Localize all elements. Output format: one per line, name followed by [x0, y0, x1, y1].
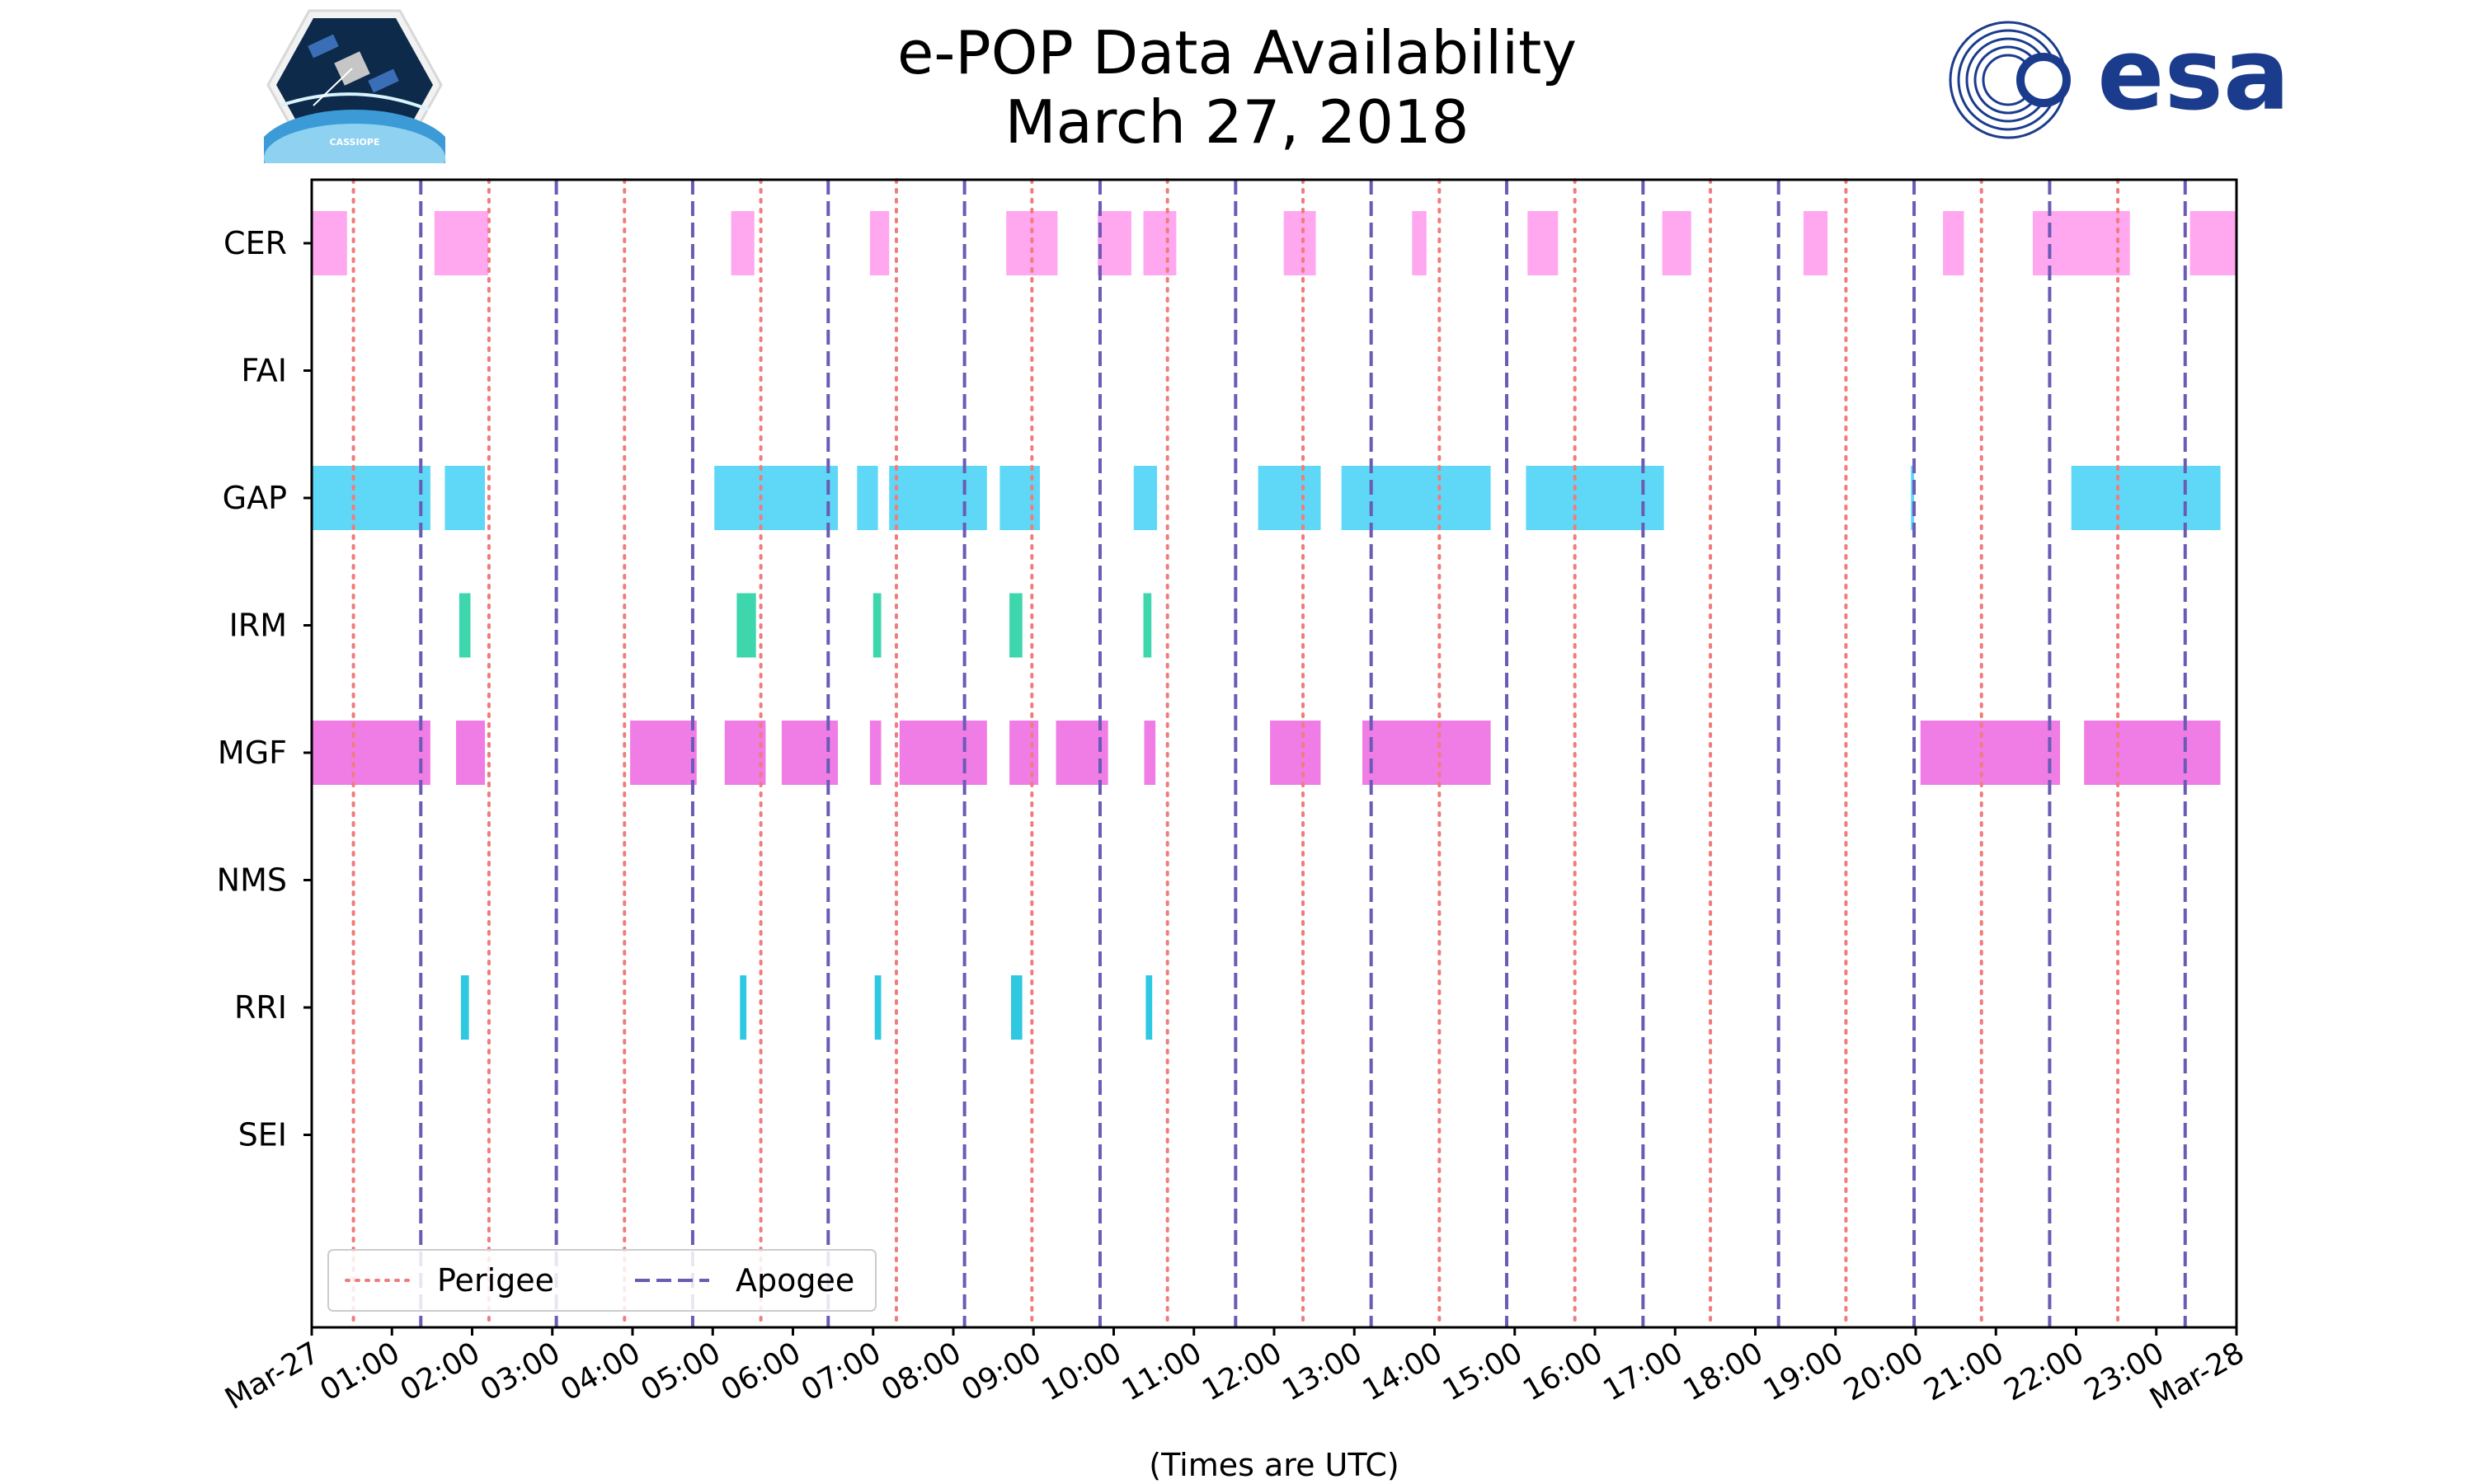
- bar-mgf-4: [781, 721, 838, 785]
- bar-cer-2: [731, 211, 755, 275]
- bar-mgf-10: [1270, 721, 1321, 785]
- x-tick-label-17: 17:00: [1597, 1336, 1688, 1407]
- chart-title-block: e-POP Data Availability March 27, 2018: [0, 18, 2474, 157]
- x-tick-label-8: 08:00: [876, 1336, 967, 1407]
- x-tick-label-1: 01:00: [314, 1336, 405, 1407]
- cassiope-satellite-logo-icon: CASSIOPE: [264, 9, 445, 163]
- bar-gap-4: [889, 466, 987, 530]
- bar-gap-11: [2071, 466, 2221, 530]
- x-tick-label-18: 18:00: [1678, 1336, 1769, 1407]
- legend-apogee-label: Apogee: [736, 1262, 854, 1298]
- x-tick-label-2: 02:00: [395, 1336, 486, 1407]
- y-tick-label-nms: NMS: [217, 862, 287, 899]
- x-tick-label-3: 03:00: [475, 1336, 566, 1407]
- y-tick-label-fai: FAI: [241, 353, 287, 389]
- bar-gap-5: [999, 466, 1040, 530]
- legend: Perigee Apogee: [327, 1249, 877, 1312]
- bar-mgf-9: [1144, 721, 1156, 785]
- legend-perigee-label: Perigee: [437, 1262, 554, 1298]
- bar-mgf-11: [1362, 721, 1491, 785]
- bar-cer-5: [1098, 211, 1131, 275]
- x-tick-label-5: 05:00: [635, 1336, 726, 1407]
- bar-gap-6: [1133, 466, 1157, 530]
- bar-irm-2: [872, 593, 882, 658]
- x-tick-label-0: Mar-27: [219, 1336, 325, 1416]
- bar-irm-1: [736, 593, 756, 658]
- x-tick-label-22: 22:00: [1999, 1336, 2090, 1407]
- bar-mgf-5: [869, 721, 882, 785]
- bar-gap-7: [1258, 466, 1321, 530]
- bar-rri-1: [740, 975, 747, 1040]
- bar-cer-1: [434, 211, 488, 275]
- esa-logo-icon: esa: [1949, 18, 2290, 139]
- chart-title: e-POP Data Availability: [897, 18, 1577, 87]
- bar-cer-10: [1662, 211, 1691, 275]
- y-tick-label-mgf: MGF: [218, 735, 287, 771]
- bar-cer-11: [1803, 211, 1828, 275]
- bar-gap-9: [1526, 466, 1664, 530]
- x-tick-label-10: 10:00: [1037, 1336, 1127, 1407]
- bar-cer-13: [2033, 211, 2130, 275]
- bar-mgf-1: [456, 721, 485, 785]
- x-tick-label-11: 11:00: [1117, 1336, 1207, 1407]
- bar-cer-7: [1283, 211, 1316, 275]
- x-axis-label: (Times are UTC): [1149, 1447, 1399, 1483]
- bar-mgf-12: [1920, 721, 2060, 785]
- x-tick-label-13: 13:00: [1277, 1336, 1367, 1407]
- bar-mgf-3: [724, 721, 766, 785]
- x-tick-label-14: 14:00: [1357, 1336, 1448, 1407]
- bar-gap-1: [444, 466, 485, 530]
- bar-irm-4: [1143, 593, 1152, 658]
- bar-mgf-7: [1009, 721, 1039, 785]
- bar-cer-3: [869, 211, 890, 275]
- cassiope-caption: CASSIOPE: [330, 137, 380, 148]
- bar-cer-6: [1143, 211, 1177, 275]
- bar-rri-0: [460, 975, 469, 1040]
- x-tick-label-9: 09:00: [956, 1336, 1047, 1407]
- esa-wordmark: esa: [2097, 18, 2290, 133]
- x-tick-label-20: 20:00: [1838, 1336, 1929, 1407]
- bar-gap-3: [857, 466, 878, 530]
- chart-subtitle: March 27, 2018: [1004, 87, 1470, 157]
- bars-layer: [312, 211, 2236, 1040]
- y-tick-label-gap: GAP: [223, 480, 287, 516]
- x-axis: Mar-2701:0002:0003:0004:0005:0006:0007:0…: [219, 1327, 2251, 1416]
- y-axis: CER FAI GAP IRM MGF NMS RRI SEI: [217, 225, 312, 1153]
- x-tick-label-12: 12:00: [1197, 1336, 1287, 1407]
- bar-mgf-6: [899, 721, 987, 785]
- bar-cer-12: [1943, 211, 1964, 275]
- y-tick-label-sei: SEI: [238, 1117, 287, 1153]
- bar-cer-8: [1412, 211, 1427, 275]
- y-tick-label-cer: CER: [223, 225, 287, 261]
- bar-mgf-8: [1056, 721, 1108, 785]
- x-tick-label-6: 06:00: [716, 1336, 807, 1407]
- bar-irm-3: [1009, 593, 1023, 658]
- bar-mgf-2: [630, 721, 697, 785]
- bar-irm-0: [459, 593, 471, 658]
- bar-gap-2: [714, 466, 838, 530]
- bar-gap-10: [1911, 466, 1915, 530]
- y-tick-label-irm: IRM: [229, 608, 287, 644]
- bar-gap-0: [312, 466, 430, 530]
- x-tick-label-21: 21:00: [1918, 1336, 2009, 1407]
- x-tick-label-15: 15:00: [1437, 1336, 1528, 1407]
- x-tick-label-24: Mar-28: [2144, 1336, 2250, 1416]
- bar-cer-14: [2189, 211, 2236, 275]
- x-tick-label-7: 07:00: [796, 1336, 887, 1407]
- bar-rri-3: [1011, 975, 1023, 1040]
- bar-cer-9: [1527, 211, 1559, 275]
- x-tick-label-4: 04:00: [555, 1336, 646, 1407]
- bar-gap-8: [1341, 466, 1491, 530]
- x-tick-label-19: 19:00: [1758, 1336, 1849, 1407]
- bar-cer-0: [312, 211, 347, 275]
- bar-rri-2: [874, 975, 882, 1040]
- y-tick-label-rri: RRI: [234, 989, 287, 1026]
- x-tick-label-16: 16:00: [1517, 1336, 1608, 1407]
- bar-rri-4: [1145, 975, 1153, 1040]
- reference-lines-layer: [351, 178, 2187, 1329]
- bar-mgf-0: [312, 721, 430, 785]
- bar-mgf-13: [2084, 721, 2221, 785]
